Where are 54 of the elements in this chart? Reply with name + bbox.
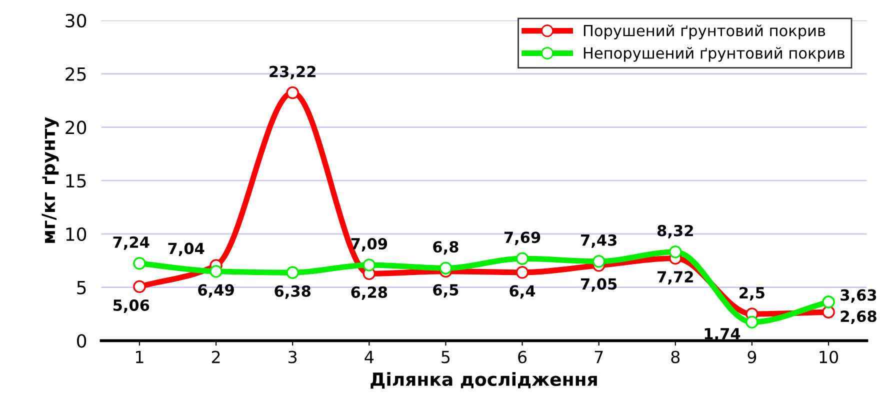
x-tick-label: 6: [518, 350, 527, 364]
data-label: 6,4: [510, 285, 536, 299]
x-axis-title: Ділянка дослідження: [370, 372, 597, 389]
y-tick-label: 25: [66, 67, 86, 81]
point: [362, 258, 376, 272]
point: [133, 280, 146, 294]
x-tick-label: 9: [748, 350, 756, 364]
y-tick-label: 30: [66, 14, 86, 28]
y-tick-label: 5: [77, 280, 86, 294]
y-tick-label: 0: [77, 334, 86, 348]
data-label: 7,04: [168, 242, 204, 256]
x-tick-label: 4: [364, 350, 374, 364]
x-tick-label: 10: [820, 350, 838, 364]
data-label: 2,5: [740, 286, 764, 300]
data-label: 6,28: [351, 286, 388, 300]
point: [286, 266, 299, 279]
data-label: 2,68: [840, 310, 876, 324]
point: [592, 254, 606, 268]
point: [516, 252, 529, 265]
y-tick-label: 10: [66, 227, 86, 242]
point: [286, 86, 299, 100]
y-axis-title: мг/кг ґрунту: [42, 117, 59, 243]
data-label: 8,32: [657, 224, 693, 238]
data-label: 23,22: [270, 66, 316, 80]
data-label: 7,43: [581, 234, 616, 248]
point: [822, 306, 835, 318]
y-tick-label: 15: [66, 174, 86, 188]
data-label: 7,72: [658, 271, 693, 285]
point: [133, 256, 146, 270]
data-label: 6,38: [274, 285, 310, 299]
legend-label: Непорушений ґрунтовий покрив: [584, 47, 844, 62]
point: [439, 262, 452, 274]
point: [516, 266, 529, 279]
data-label: 7,69: [504, 232, 540, 246]
y-tick-label: 20: [66, 120, 86, 134]
data-label: 6,8: [433, 241, 458, 255]
point: [822, 296, 835, 308]
point: [210, 265, 222, 278]
data-label: 7,24: [113, 236, 150, 250]
data-label: 6,5: [433, 284, 458, 298]
point: [669, 245, 682, 258]
legend-label: Порушений ґрунтовий покрив: [584, 24, 826, 40]
data-label: 3,63: [840, 289, 876, 303]
x-tick-label: 1: [136, 350, 144, 364]
x-tick-label: 5: [442, 350, 450, 364]
x-tick-label: 2: [212, 350, 220, 364]
point: [746, 316, 758, 328]
x-tick-label: 7: [594, 350, 603, 364]
x-tick-label: 3: [288, 350, 297, 364]
x-tick-label: 8: [671, 350, 680, 364]
data-label: 1,74: [704, 328, 740, 342]
data-label: 5,06: [113, 299, 150, 313]
data-label: 6,49: [198, 284, 234, 298]
data-label: 7,05: [581, 278, 617, 292]
